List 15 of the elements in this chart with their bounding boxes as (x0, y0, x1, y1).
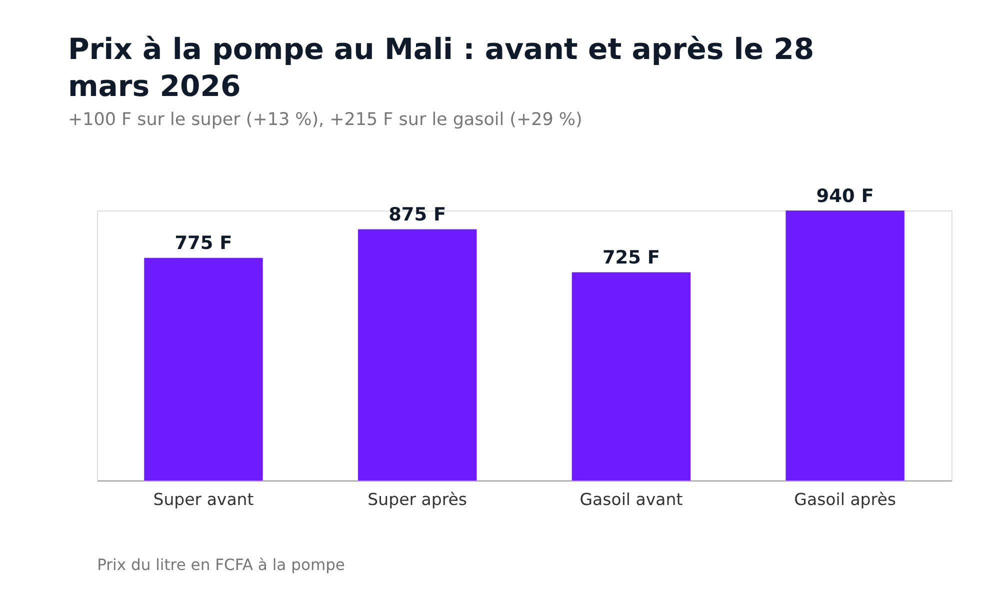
bar (572, 272, 691, 480)
chart-subtitle: +100 F sur le super (+13 %), +215 F sur le gasoil (+29 %) (68, 110, 582, 130)
data-label: 725 F (602, 248, 660, 269)
data-label: 875 F (388, 204, 446, 226)
bar (144, 258, 263, 480)
text: Prix du litre en FCFA à la pompe (97, 556, 345, 574)
data-label: 775 F (174, 233, 232, 254)
x-tick-label: Super après (368, 490, 468, 510)
bar (786, 210, 904, 480)
bar (358, 229, 477, 480)
chart-title: Prix à la pompe au Mali : avant et après le 28 mars 2026 (68, 32, 814, 103)
x-tick-label: Gasoil après (794, 490, 896, 510)
x-tick-label: Gasoil avant (580, 490, 684, 510)
data-label: 940 F (816, 186, 874, 207)
x-tick-label: Super avant (153, 490, 254, 510)
